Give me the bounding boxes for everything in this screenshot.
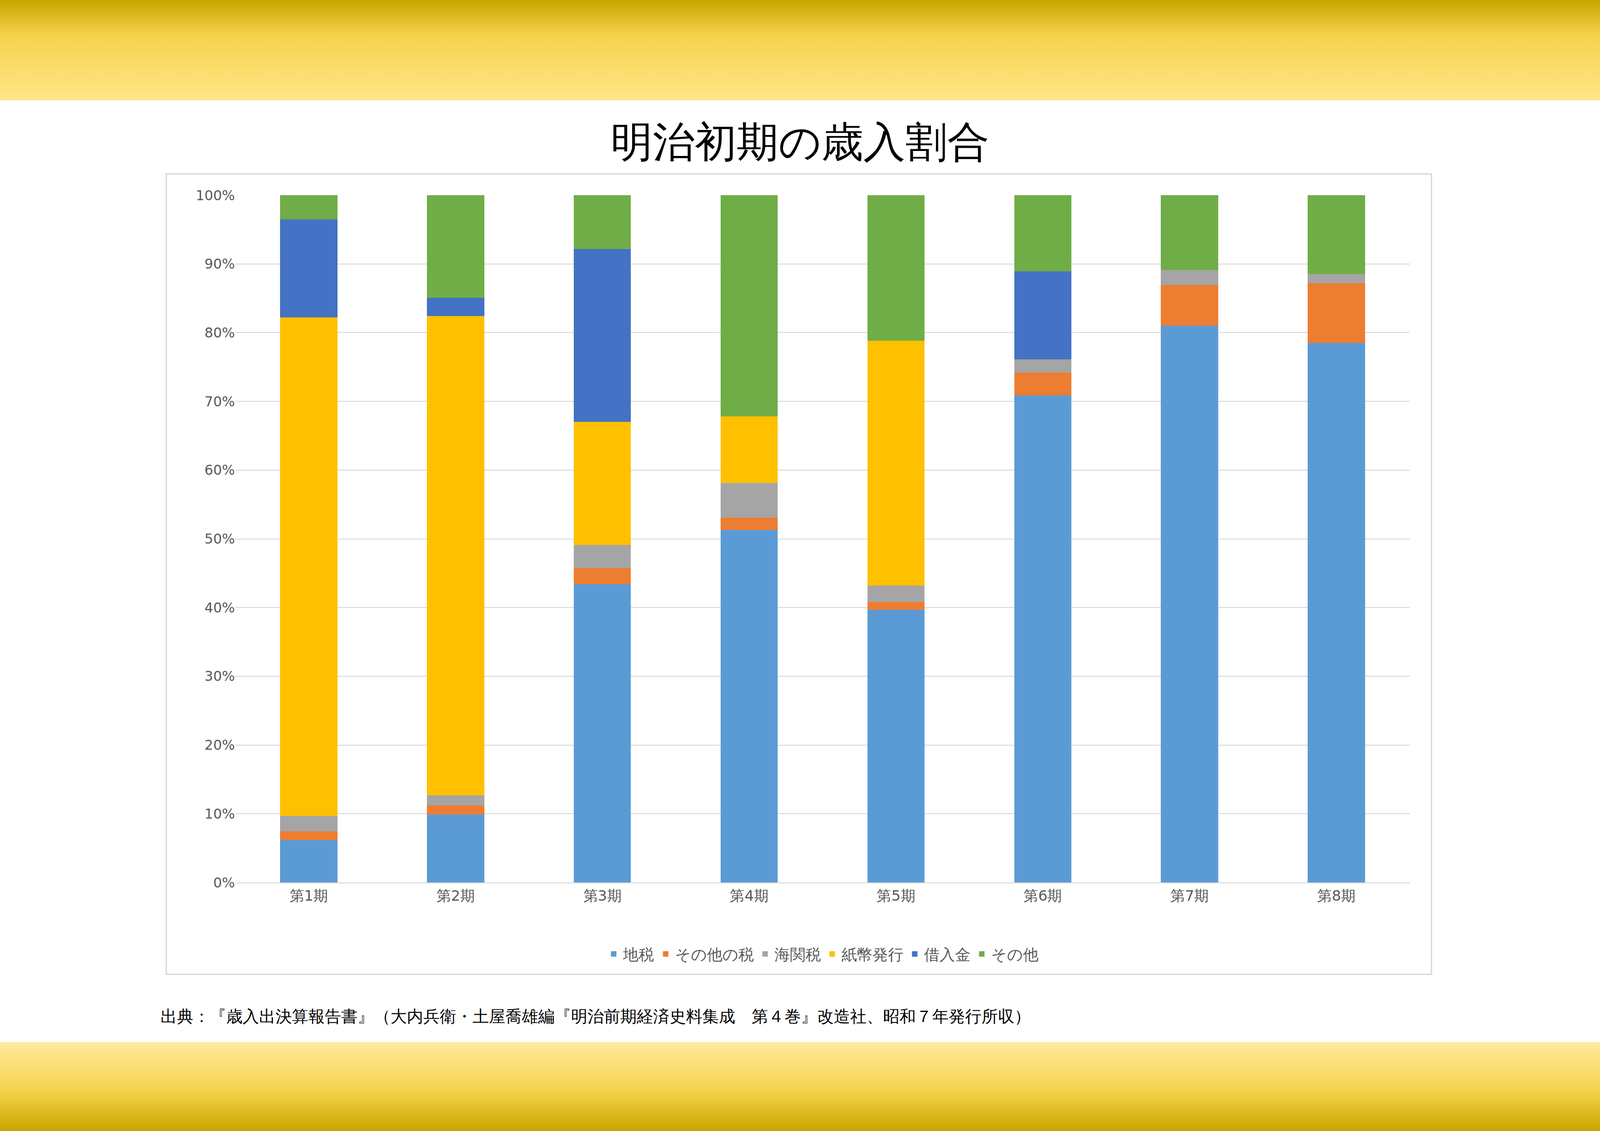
svg-text:10%: 10% — [204, 805, 235, 822]
svg-text:20%: 20% — [204, 737, 235, 754]
svg-text:地税: 地税 — [622, 945, 655, 964]
svg-text:80%: 80% — [204, 324, 235, 341]
svg-text:50%: 50% — [204, 530, 235, 547]
svg-text:100%: 100% — [195, 187, 235, 204]
svg-text:海関税: 海関税 — [774, 945, 821, 964]
svg-text:その他の税: その他の税 — [675, 945, 754, 964]
svg-text:30%: 30% — [204, 668, 235, 685]
svg-text:40%: 40% — [204, 599, 235, 616]
svg-text:第4期: 第4期 — [729, 887, 769, 905]
svg-text:その他: その他 — [991, 945, 1039, 964]
html-text:明治初期の歳入割合: 明治初期の歳入割合 — [610, 117, 990, 167]
svg-text:90%: 90% — [204, 255, 235, 272]
svg-text:第7期: 第7期 — [1170, 887, 1209, 905]
svg-text:第2期: 第2期 — [436, 887, 475, 905]
html-text:出典：『歳入出決算報告書』（大内兵衛・土屋喬雄編『明治前期経: 出典：『歳入出決算報告書』（大内兵衛・土屋喬雄編『明治前期経済史料集成 第４巻』… — [160, 1007, 1031, 1026]
svg-text:第3期: 第3期 — [583, 887, 622, 905]
svg-text:紙幣発行: 紙幣発行 — [841, 945, 904, 964]
svg-text:第1期: 第1期 — [289, 887, 328, 905]
svg-text:第6期: 第6期 — [1023, 887, 1062, 905]
svg-text:60%: 60% — [204, 462, 235, 478]
svg-text:借入金: 借入金 — [924, 945, 971, 964]
svg-text:70%: 70% — [204, 393, 235, 410]
svg-text:第5期: 第5期 — [876, 887, 915, 905]
svg-text:0%: 0% — [212, 874, 235, 891]
svg-text:第8期: 第8期 — [1317, 887, 1356, 905]
